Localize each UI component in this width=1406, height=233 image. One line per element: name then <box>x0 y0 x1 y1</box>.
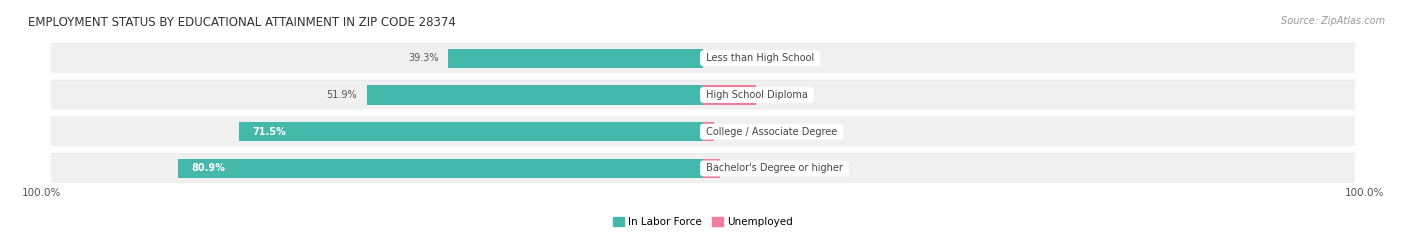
Bar <box>703 86 755 105</box>
Text: High School Diploma: High School Diploma <box>703 90 811 100</box>
Legend: In Labor Force, Unemployed: In Labor Force, Unemployed <box>613 217 793 227</box>
Text: 71.5%: 71.5% <box>253 127 287 137</box>
FancyBboxPatch shape <box>51 116 1355 145</box>
Text: 39.3%: 39.3% <box>408 53 439 63</box>
FancyBboxPatch shape <box>51 43 1355 72</box>
FancyBboxPatch shape <box>51 154 1355 183</box>
Bar <box>703 159 720 178</box>
Bar <box>179 159 703 178</box>
FancyBboxPatch shape <box>51 117 1355 146</box>
Bar <box>449 49 703 68</box>
Text: 51.9%: 51.9% <box>326 90 357 100</box>
Bar <box>703 122 714 141</box>
FancyBboxPatch shape <box>51 80 1355 109</box>
FancyBboxPatch shape <box>51 80 1355 110</box>
Text: Bachelor's Degree or higher: Bachelor's Degree or higher <box>703 163 846 173</box>
Bar <box>239 122 703 141</box>
Text: Less than High School: Less than High School <box>703 53 817 63</box>
Text: College / Associate Degree: College / Associate Degree <box>703 127 841 137</box>
Text: 2.6%: 2.6% <box>730 163 754 173</box>
Text: 0.0%: 0.0% <box>713 53 737 63</box>
Text: 100.0%: 100.0% <box>22 188 62 198</box>
Text: 8.1%: 8.1% <box>765 90 790 100</box>
Text: 100.0%: 100.0% <box>1344 188 1384 198</box>
Text: Source: ZipAtlas.com: Source: ZipAtlas.com <box>1281 16 1385 26</box>
Text: 80.9%: 80.9% <box>191 163 225 173</box>
FancyBboxPatch shape <box>51 44 1355 73</box>
Bar <box>367 86 703 105</box>
FancyBboxPatch shape <box>51 153 1355 182</box>
Text: EMPLOYMENT STATUS BY EDUCATIONAL ATTAINMENT IN ZIP CODE 28374: EMPLOYMENT STATUS BY EDUCATIONAL ATTAINM… <box>28 16 456 29</box>
Text: 1.7%: 1.7% <box>724 127 748 137</box>
